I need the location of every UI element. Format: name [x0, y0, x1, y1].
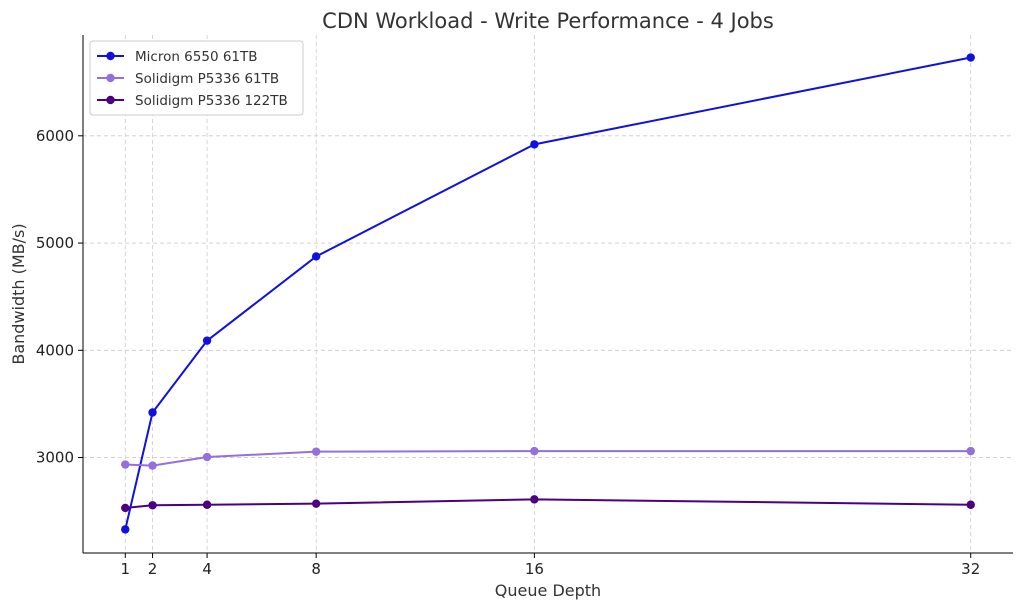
- data-point: [121, 503, 130, 513]
- data-point: [530, 446, 539, 456]
- data-point: [966, 500, 975, 509]
- x-axis-label: Queue Depth: [495, 581, 601, 600]
- data-point: [148, 461, 157, 470]
- data-point: [966, 53, 975, 62]
- y-tick-label: 3000: [36, 449, 74, 467]
- y-axis-label: Bandwidth (MB/s): [9, 223, 28, 364]
- x-tick-label: 1: [120, 560, 130, 578]
- data-point: [311, 499, 321, 508]
- data-point: [202, 452, 212, 462]
- data-point: [148, 501, 157, 510]
- data-point: [311, 252, 321, 261]
- legend-marker: [106, 95, 115, 105]
- x-axis-ticks: 1 2 4 8 16 32: [120, 553, 980, 578]
- legend-item: Micron 6550 61TB: [97, 49, 258, 65]
- series-0: [121, 53, 975, 534]
- x-tick-label: 2: [148, 560, 158, 578]
- x-tick-label: 32: [961, 560, 980, 578]
- legend-item: Solidigm P5336 61TB: [97, 71, 279, 87]
- legend-box: [89, 40, 304, 116]
- y-tick-label: 4000: [36, 341, 74, 359]
- legend-label: Micron 6550 61TB: [135, 49, 258, 65]
- data-point: [202, 500, 212, 509]
- series-line: [124, 56, 971, 530]
- data-point: [148, 408, 157, 417]
- legend-marker: [106, 51, 115, 61]
- data-point: [530, 495, 539, 504]
- data-point: [966, 446, 975, 456]
- legend-marker: [106, 73, 115, 83]
- series-line: [125, 498, 971, 509]
- chart-title: CDN Workload - Write Performance - 4 Job…: [322, 9, 774, 33]
- legend-label: Solidigm P5336 61TB: [135, 71, 279, 87]
- data-point: [311, 447, 321, 456]
- x-tick-label: 4: [202, 560, 212, 578]
- x-tick-label: 8: [311, 560, 321, 578]
- grid: [83, 35, 1013, 553]
- data-point: [121, 460, 130, 469]
- data-point: [202, 336, 212, 345]
- series-group: [121, 53, 975, 534]
- series-2: [121, 495, 975, 513]
- legend-label: Solidigm P5336 122TB: [135, 93, 288, 109]
- y-tick-label: 5000: [36, 234, 74, 252]
- x-tick-label: 16: [525, 560, 544, 578]
- y-tick-label: 6000: [36, 127, 74, 145]
- y-axis-ticks: 3000 4000 5000 6000: [36, 127, 83, 467]
- series-line: [125, 450, 971, 467]
- series-1: [121, 446, 975, 470]
- legend: Micron 6550 61TB Solidigm P5336 61TB Solid…: [89, 40, 304, 116]
- data-point: [121, 525, 130, 534]
- data-point: [530, 140, 539, 149]
- legend-item: Solidigm P5336 122TB: [97, 93, 288, 109]
